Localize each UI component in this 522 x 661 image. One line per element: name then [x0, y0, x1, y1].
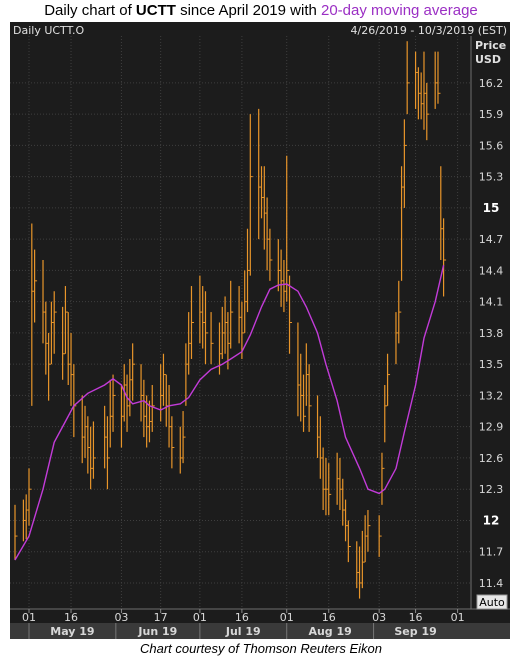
price-chart[interactable]: Daily UCTT.O 4/26/2019 - 10/3/2019 (EST)… [10, 22, 510, 639]
y-tick-label: 13.8 [479, 327, 504, 340]
x-tick-label: 01 [193, 611, 207, 624]
y-tick-label: 14.7 [479, 233, 504, 246]
chart-title: Daily chart of UCTT since April 2019 wit… [0, 0, 522, 22]
month-label: Jul 19 [225, 625, 261, 638]
y-tick-label: 15.3 [479, 171, 504, 184]
x-tick-label: 03 [114, 611, 128, 624]
price-bars [14, 41, 447, 599]
x-tick-labels: 01 16 03 17 01 16 01 16 03 16 01 [22, 609, 465, 624]
chart-panel[interactable]: Daily UCTT.O 4/26/2019 - 10/3/2019 (EST)… [10, 22, 510, 639]
y-tick-label: 15.6 [479, 139, 504, 152]
y-tick-label: 14.4 [479, 264, 504, 277]
x-tick-label: 16 [322, 611, 336, 624]
x-tick-label: 16 [235, 611, 249, 624]
month-label: May 19 [50, 625, 94, 638]
month-label: Jun 19 [137, 625, 177, 638]
auto-button-label[interactable]: Auto [479, 596, 505, 609]
month-labels: May 19 Jun 19 Jul 19 Aug 19 Sep 19 [28, 623, 437, 639]
month-strip [10, 623, 510, 639]
x-tick-label: 01 [22, 611, 36, 624]
chart-credit: Chart courtesy of Thomson Reuters Eikon [139, 641, 383, 656]
title-ticker: UCTT [135, 2, 176, 19]
y-tick-label: 15 [483, 201, 500, 215]
y-tick-label: 14.1 [479, 296, 504, 309]
x-tick-label: 16 [64, 611, 78, 624]
auto-scale-button[interactable]: Auto [476, 594, 508, 610]
y-tick-label: 15.9 [479, 108, 504, 121]
x-tick-label: 16 [409, 611, 423, 624]
x-tick-label: 01 [280, 611, 294, 624]
month-label: Aug 19 [308, 625, 351, 638]
instrument-label: Daily UCTT.O [13, 24, 84, 37]
y-tick-label: 12.6 [479, 452, 504, 465]
y-tick-label: 11.7 [479, 546, 504, 559]
x-tick-label: 01 [451, 611, 465, 624]
x-tick-label: 17 [154, 611, 168, 624]
auto-button-bg[interactable] [476, 594, 508, 610]
y-axis-panel [471, 36, 510, 609]
y-tick-label: 12.9 [479, 421, 504, 434]
y-axis-label-price: Price [475, 39, 506, 52]
y-tick-label: 13.5 [479, 358, 504, 371]
x-tick-label: 03 [372, 611, 386, 624]
y-axis-label-unit: USD [475, 53, 501, 66]
y-tick-labels: 11.4 11.7 12 12.3 12.6 12.9 13.2 13.5 13.8 14.1 14… [479, 77, 504, 590]
y-tick-label: 16.2 [479, 77, 504, 90]
moving-average-layer [14, 265, 445, 561]
y-tick-label: 11.4 [479, 577, 504, 590]
month-label: Sep 19 [394, 625, 436, 638]
title-prefix: Daily chart of [44, 2, 136, 19]
date-range-label: 4/26/2019 - 10/3/2019 (EST) [351, 24, 508, 37]
y-tick-label: 13.2 [479, 389, 504, 402]
title-ma-text: 20-day moving average [321, 2, 478, 19]
title-middle: since April 2019 with [175, 2, 321, 19]
moving-average-line [14, 265, 445, 561]
y-tick-label: 12 [483, 513, 500, 527]
y-tick-label: 12.3 [479, 483, 504, 496]
